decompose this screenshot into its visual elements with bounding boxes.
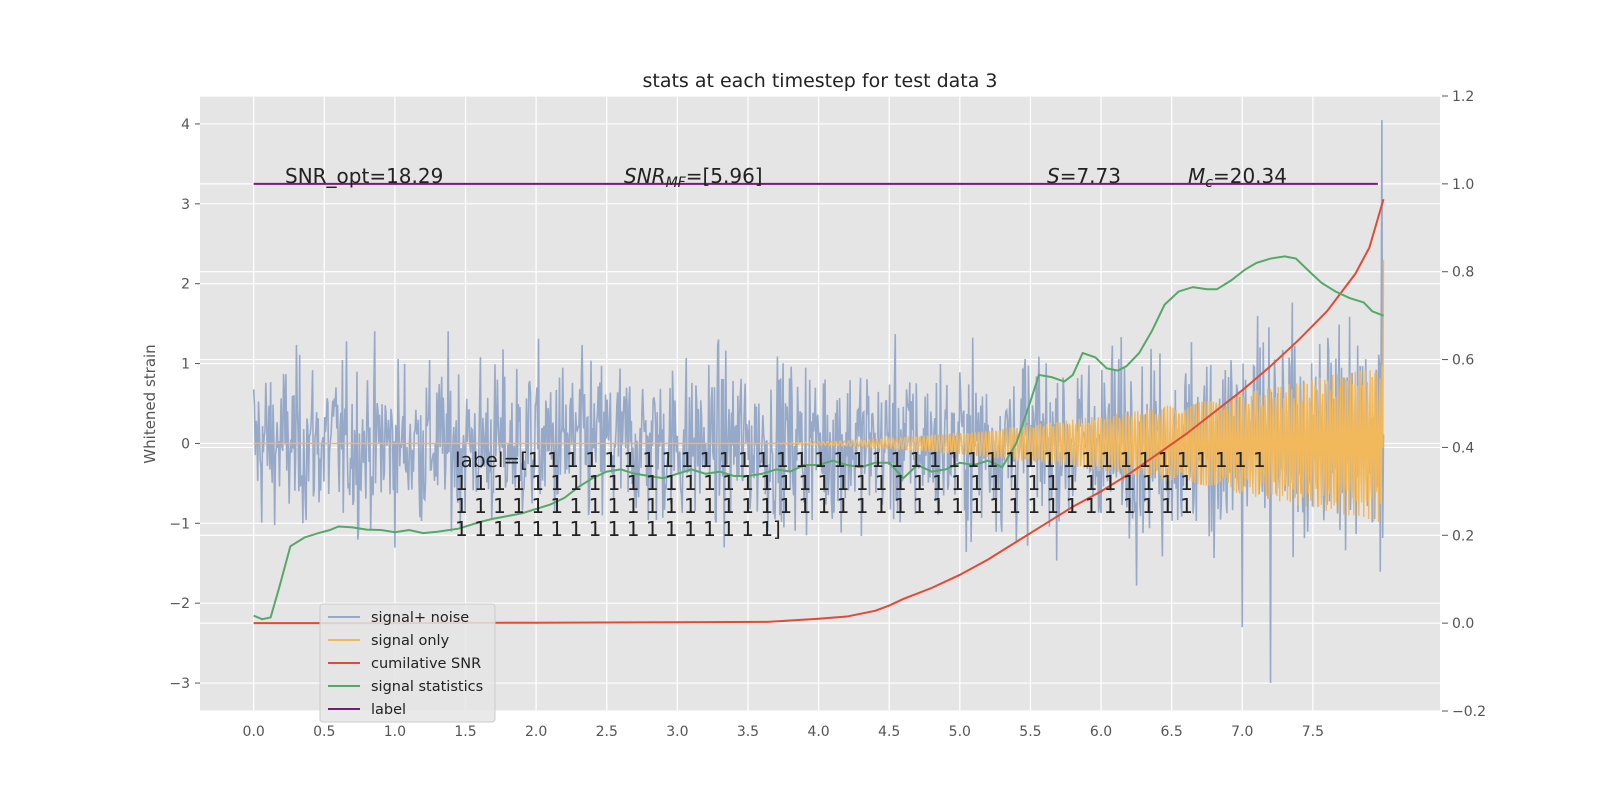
x-tick-label: 7.0: [1231, 724, 1253, 740]
y2-tick-label: −0.2: [1452, 704, 1486, 720]
y-tick-label: −3: [169, 676, 190, 692]
x-tick-label: 0.0: [243, 724, 265, 740]
y2-tick-label: 0.8: [1452, 265, 1474, 281]
y-tick-label: 3: [181, 197, 190, 213]
snr-mf-value: =[5.96]: [686, 164, 763, 188]
y2-tick-label: 0.0: [1452, 616, 1474, 632]
legend-label: label: [371, 702, 406, 718]
y2-tick-label: 0.6: [1452, 353, 1474, 369]
x-tick-label: 5.0: [949, 724, 971, 740]
s-value: =7.73: [1060, 164, 1121, 188]
y2-tick-label: 0.2: [1452, 528, 1474, 544]
s-base: S: [1047, 164, 1060, 188]
mc-annotation: Mc=20.34: [1188, 164, 1287, 191]
legend-label: signal statistics: [371, 679, 483, 695]
mc-sub: c: [1205, 175, 1213, 191]
legend-label: signal+ noise: [371, 610, 469, 626]
x-tick-label: 4.5: [878, 724, 900, 740]
s-annotation: S=7.73: [1047, 164, 1121, 188]
label-line-2: 1 1 1 1 1 1 1 1 1 1 1 1 1 1 1 1 1 1 1 1 …: [455, 471, 1193, 495]
x-tick-label: 2.5: [596, 724, 618, 740]
label-line-1: label=[1 1 1 1 1 1 1 1 1 1 1 1 1 1 1 1 1…: [455, 448, 1266, 472]
x-tick-label: 1.5: [454, 724, 476, 740]
x-tick-label: 3.0: [666, 724, 688, 740]
x-tick-label: 3.5: [737, 724, 759, 740]
x-tick-label: 6.5: [1161, 724, 1183, 740]
chart-title: stats at each timestep for test data 3: [642, 70, 997, 92]
ticks: 0.0 0.5 1.0 1.5 2.0 2.5 3.0 3.5 4.0 4.5 5.0 5.5 6.0 6…: [169, 89, 1486, 740]
x-tick-label: 2.0: [525, 724, 547, 740]
x-tick-label: 7.5: [1302, 724, 1324, 740]
series-cumilative-snr: [253, 198, 1385, 625]
x-tick-label: 1.0: [384, 724, 406, 740]
y2-tick-label: 1.2: [1452, 89, 1474, 105]
legend-box: [319, 603, 496, 723]
y2-tick-label: 1.0: [1452, 177, 1474, 193]
snr-opt-annotation: SNR_opt=18.29: [285, 164, 443, 188]
annotations: SNR_opt=18.29 SNRMF=[5.96] S=7.73 Mc=20.…: [285, 164, 1287, 541]
y-tick-label: 0: [181, 436, 190, 452]
series-signal-statistics: [253, 255, 1384, 621]
x-tick-label: 4.0: [807, 724, 829, 740]
x-tick-label: 5.5: [1019, 724, 1041, 740]
y-tick-label: −1: [169, 516, 190, 532]
legend-label: signal only: [371, 633, 450, 649]
label-line-4: 1 1 1 1 1 1 1 1 1 1 1 1 1 1 1 1 1]: [455, 517, 781, 541]
mc-base: M: [1188, 164, 1205, 188]
y-tick-label: 4: [181, 117, 190, 133]
plot-series: [252, 119, 1385, 684]
y2-tick-label: 0.4: [1452, 440, 1474, 456]
x-tick-label: 0.5: [313, 724, 335, 740]
snr-mf-sub: MF: [666, 175, 687, 191]
snr-mf-base: SNR: [624, 164, 666, 188]
legend-label: cumilative SNR: [371, 656, 481, 672]
y-tick-label: 2: [181, 277, 190, 293]
y-tick-label: 1: [181, 357, 190, 373]
y-tick-label: −2: [169, 596, 190, 612]
series-signal-only: [253, 259, 1385, 522]
snr-mf-annotation: SNRMF=[5.96]: [624, 164, 763, 191]
label-annotation: label=[1 1 1 1 1 1 1 1 1 1 1 1 1 1 1 1 1…: [455, 448, 1272, 541]
mc-value: =20.34: [1213, 164, 1287, 188]
y-axis-label: Whitened strain: [141, 344, 159, 463]
x-tick-label: 6.0: [1090, 724, 1112, 740]
label-line-3: 1 1 1 1 1 1 1 1 1 1 1 1 1 1 1 1 1 1 1 1 …: [455, 494, 1193, 518]
legend: signal+ noise signal only cumilative SNR si…: [319, 603, 496, 723]
